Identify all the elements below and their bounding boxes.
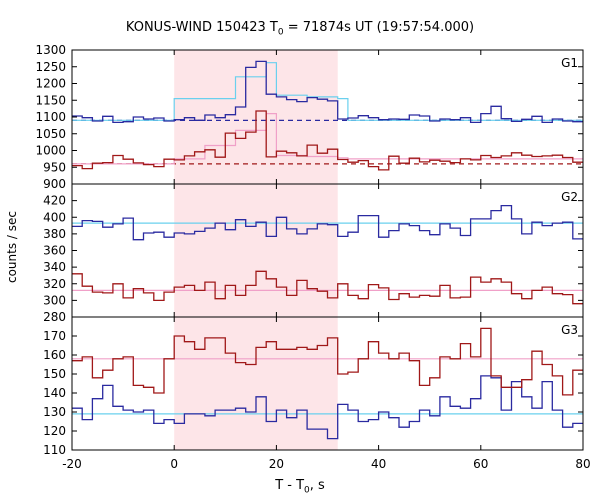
y-tick-label: 380 [43, 227, 66, 241]
xlabel-prefix: T - T [275, 478, 305, 493]
series-blue-g1 [72, 60, 583, 124]
y-tick-label: 360 [43, 244, 66, 258]
x-tick-label: 60 [473, 457, 488, 471]
xlabel-suffix: , s [309, 478, 325, 493]
x-tick-label: 0 [170, 457, 178, 471]
panel-label: G3 [561, 323, 578, 337]
title-subscript: 0 [277, 27, 284, 38]
y-tick-label: 900 [43, 177, 66, 191]
y-tick-label: 110 [43, 443, 66, 457]
y-tick-label: 140 [43, 386, 66, 400]
xlabel-subscript: 0 [304, 485, 310, 496]
y-tick-label: 1100 [35, 110, 66, 124]
burst-interval-shade [174, 50, 338, 450]
y-tick-label: 160 [43, 348, 66, 362]
panel-label: G2 [561, 190, 578, 204]
x-tick-label: 40 [371, 457, 386, 471]
title-suffix: = 71874s UT (19:57:54.000) [283, 20, 475, 35]
y-tick-label: 1150 [35, 93, 66, 107]
y-tick-label: 1050 [35, 127, 66, 141]
y-tick-label: 420 [43, 194, 66, 208]
y-tick-label: 120 [43, 424, 66, 438]
y-tick-label: 320 [43, 277, 66, 291]
panel-frame-g3 [71, 316, 584, 451]
panel-g2 [72, 204, 583, 305]
y-tick-label: 170 [43, 329, 66, 343]
y-tick-label: 1250 [35, 60, 66, 74]
series-blue-g2 [72, 204, 583, 241]
y-tick-label: 300 [43, 293, 66, 307]
chart-title: KONUS-WIND 150423 T0 = 71874s UT (19:57:… [0, 20, 600, 38]
y-tick-label: 130 [43, 405, 66, 419]
panel-g3 [72, 327, 583, 440]
series-red-g3 [72, 327, 583, 396]
y-tick-label: 400 [43, 210, 66, 224]
y-tick-label: 340 [43, 260, 66, 274]
y-tick-label: 950 [43, 160, 66, 174]
series-red-g2 [72, 270, 583, 305]
x-tick-label: -20 [62, 457, 82, 471]
panel-g1 [72, 60, 583, 171]
title-prefix: KONUS-WIND 150423 T [125, 20, 278, 35]
x-axis-label: T - T0, s [0, 478, 600, 496]
series-red_fit-g1 [72, 113, 583, 165]
y-tick-label: 1300 [35, 43, 66, 57]
panel-label: G1 [561, 56, 578, 70]
x-tick-label: 20 [269, 457, 284, 471]
series-red-g1 [72, 110, 583, 171]
x-tick-label: 80 [575, 457, 590, 471]
series-blue_fit-g1 [72, 62, 583, 121]
y-axis-label: counts / sec [5, 211, 19, 284]
y-tick-label: 150 [43, 367, 66, 381]
y-tick-label: 1000 [35, 144, 66, 158]
y-tick-label: 1200 [35, 77, 66, 91]
y-tick-label: 280 [43, 310, 66, 324]
